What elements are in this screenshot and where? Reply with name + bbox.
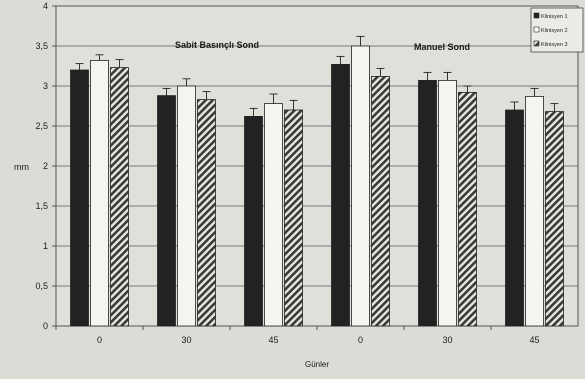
- bar-3-1: [110, 67, 129, 327]
- y-tick-label: 0,5: [35, 281, 48, 291]
- y-tick-label: 2: [43, 161, 48, 171]
- bar-2-3: [264, 103, 283, 327]
- bar-1-1: [70, 69, 89, 327]
- legend-label-2: Klinisyen 2: [541, 28, 568, 34]
- x-tick-label: 0: [358, 335, 363, 345]
- legend-swatch-3: [533, 40, 540, 47]
- y-tick-label: 4: [43, 1, 48, 11]
- bar-3-4: [371, 76, 390, 327]
- bar-1-5: [418, 80, 437, 327]
- x-axis-label: Günler: [305, 360, 329, 369]
- bar-3-3: [284, 109, 303, 327]
- x-tick-label: 45: [529, 335, 539, 345]
- bar-2-4: [351, 45, 370, 327]
- legend-box: [530, 7, 584, 53]
- legend: Klinisyen 1 Klinisyen 2 Klinisyen 3: [530, 7, 584, 53]
- y-tick-label: 0: [43, 321, 48, 331]
- bar-1-6: [505, 109, 524, 327]
- bar-1-4: [331, 64, 350, 327]
- x-tick-labels: 0 30 45 0 30 45: [55, 326, 540, 345]
- x-tick-label: 0: [97, 335, 102, 345]
- y-tick-labels: 0 0,5 1 1,5 2 2,5 3 3,5 4: [35, 1, 56, 331]
- bar-2-5: [438, 80, 457, 327]
- y-tick-label: 3,5: [35, 41, 48, 51]
- bar-2-2: [177, 85, 196, 327]
- bar-3-6: [545, 111, 564, 327]
- bar-3-5: [458, 92, 477, 327]
- x-tick-label: 45: [268, 335, 278, 345]
- bar-3-2: [197, 99, 216, 327]
- y-tick-label: 1: [43, 241, 48, 251]
- legend-swatch-1: [533, 12, 540, 19]
- bar-2-1: [90, 60, 109, 327]
- y-tick-label: 2,5: [35, 121, 48, 131]
- x-tick-label: 30: [181, 335, 191, 345]
- bar-1-2: [157, 95, 176, 327]
- x-tick-label: 30: [442, 335, 452, 345]
- bar-2-6: [525, 96, 544, 327]
- y-tick-label: 1,5: [35, 201, 48, 211]
- gridlines: [56, 45, 578, 287]
- legend-label-1: Klinisyen 1: [541, 14, 568, 20]
- bar-1-3: [244, 116, 263, 327]
- group-label-2: Manuel Sond: [414, 42, 470, 52]
- group-label-1: Sabit Basınçlı Sond: [175, 40, 259, 50]
- legend-label-3: Klinisyen 3: [541, 42, 568, 48]
- legend-swatch-2: [533, 26, 540, 33]
- error-bars: [75, 35, 559, 117]
- y-axis-label: mm: [14, 162, 29, 172]
- y-tick-label: 3: [43, 81, 48, 91]
